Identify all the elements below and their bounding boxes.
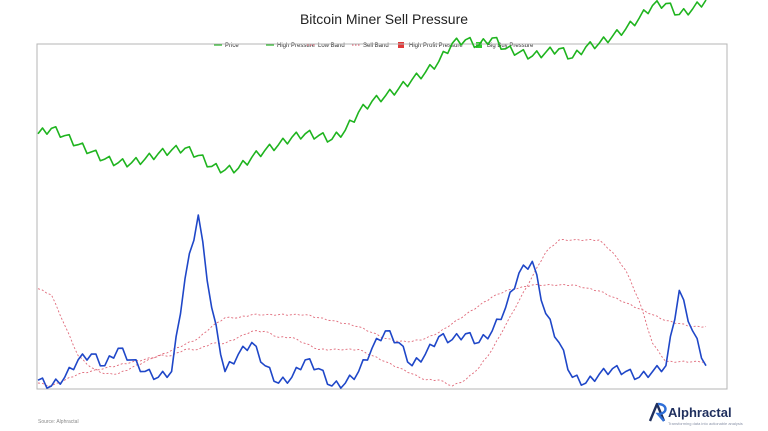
chart-title: Bitcoin Miner Sell Pressure	[300, 11, 468, 27]
legend-label: High Profit Pressure	[409, 43, 463, 49]
legend-item: Big Buy Pressure	[476, 42, 534, 49]
series-line-low-band	[37, 283, 707, 387]
legend-label: Sell Band	[363, 43, 389, 49]
legend-label: Price	[225, 43, 239, 49]
legend-label: High Pressure	[277, 43, 316, 49]
legend-item: High Profit Pressure	[398, 42, 463, 49]
legend-item: Price	[214, 43, 239, 49]
brand-logo: Alphractal Transforming data into action…	[648, 402, 743, 426]
series-line-high-pressure	[37, 238, 707, 387]
legend-item: Low Band	[307, 43, 345, 49]
brand-mark-icon	[648, 402, 667, 422]
legend-label: Low Band	[318, 43, 345, 49]
legend-item: High Pressure	[266, 43, 316, 49]
series-layer	[37, 0, 707, 389]
brand-tagline: Transforming data into actionable analys…	[668, 421, 743, 426]
plot-frame	[36, 43, 728, 390]
footer-source: Source: Alphractal	[38, 419, 79, 425]
legend-swatch	[398, 42, 404, 48]
brand-name: Alphractal	[668, 405, 732, 420]
legend-item: Sell Band	[352, 43, 389, 49]
series-line-sell-pressure	[37, 214, 707, 389]
series-line-price	[37, 0, 707, 174]
